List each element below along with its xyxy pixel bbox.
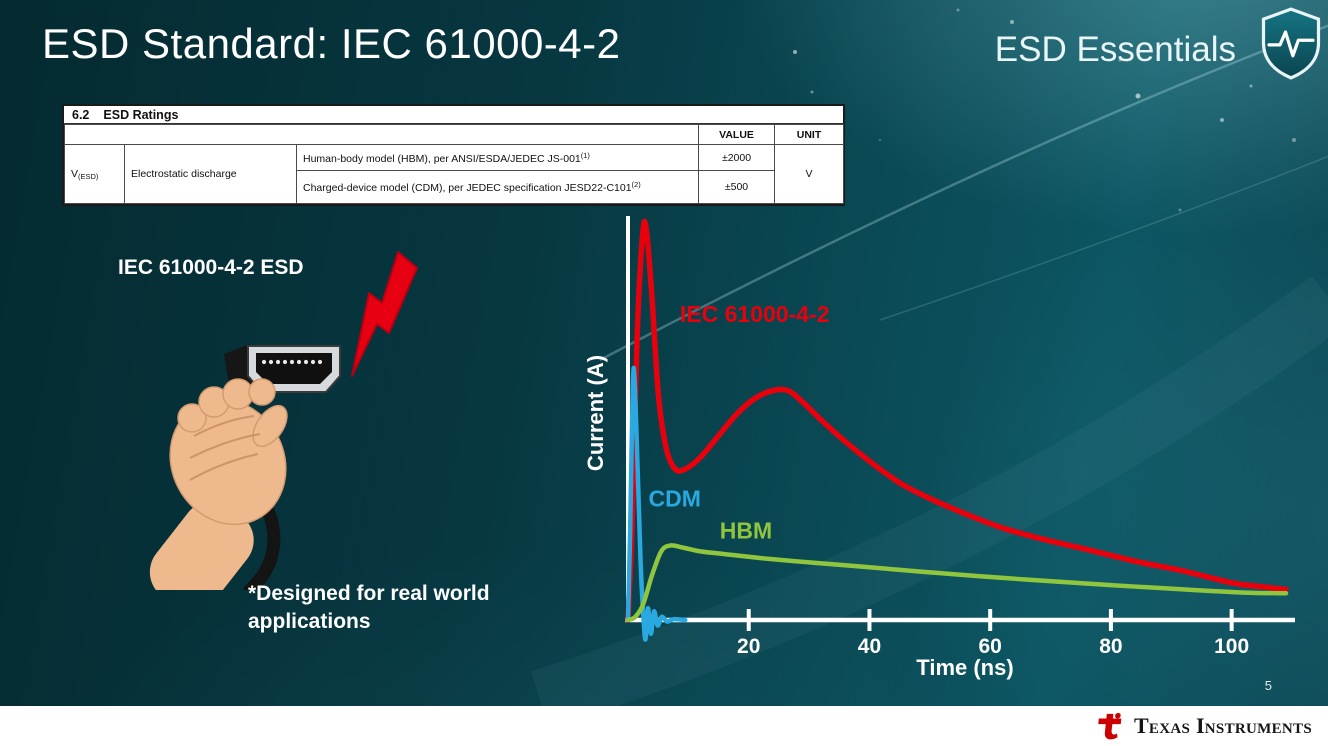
esd-ratings-table: VALUE UNIT V(ESD) Electrostatic discharg… <box>63 124 845 204</box>
x-tick-label: 100 <box>1214 635 1249 658</box>
chart-y-axis-label: Current (A) <box>583 354 608 472</box>
unit-cell: V <box>774 144 845 204</box>
cdm-desc: Charged-device model (CDM), per JEDEC sp… <box>303 182 632 194</box>
iec-esd-caption: IEC 61000-4-2 ESD <box>118 256 304 279</box>
designed-for-real-world-note: *Designed for real world applications <box>248 580 490 636</box>
hbm-desc: Human-body model (HBM), per ANSI/ESDA/JE… <box>303 152 581 165</box>
table-col-header-value: VALUE <box>698 124 776 145</box>
light-band <box>530 275 1328 729</box>
table-section-number: 6.2 <box>72 108 90 122</box>
arm <box>149 500 254 590</box>
cdm-desc-footnote: (2) <box>631 180 641 189</box>
hbm-desc-footnote: (1) <box>580 150 590 160</box>
series-label: CDM <box>649 485 701 511</box>
footer-bar: Texas Instruments <box>0 706 1328 746</box>
hand-connector-illustration <box>149 251 418 590</box>
series-curve-hbm <box>625 543 1289 623</box>
cdm-value-cell: ±500 <box>698 170 776 204</box>
chart-x-axis-label: Time (ns) <box>916 655 1014 680</box>
series-branding-label: ESD Essentials <box>994 30 1236 69</box>
x-tick-label: 40 <box>858 635 881 658</box>
ti-bug-icon <box>1098 712 1122 740</box>
hbm-value-cell: ±2000 <box>698 144 776 171</box>
param-symbol-cell: V(ESD) <box>64 144 125 204</box>
table-section-name: ESD Ratings <box>103 108 179 122</box>
param-symbol-sub: (ESD) <box>78 171 99 181</box>
hdmi-connector-slot <box>256 353 332 384</box>
light-streak <box>879 155 1328 321</box>
esd-ratings-table-card: 6.2 ESD Ratings VALUE UNIT V(ESD) Electr… <box>62 104 845 206</box>
cdm-desc-cell: Charged-device model (CDM), per JEDEC sp… <box>295 170 700 204</box>
shield-pulse-icon <box>1261 7 1321 80</box>
x-tick-label: 20 <box>737 635 760 658</box>
finger-creases <box>189 415 261 481</box>
table-section-title: 6.2 ESD Ratings <box>64 106 843 124</box>
note-line-2: applications <box>248 610 371 633</box>
table-row-cdm: Charged-device model (CDM), per JEDEC sp… <box>65 170 844 204</box>
x-tick-label: 80 <box>1099 635 1122 658</box>
ti-logo-text: Texas Instruments <box>1133 713 1312 738</box>
hdmi-pins <box>261 359 323 365</box>
note-line-1: *Designed for real world <box>248 582 490 605</box>
page-title: ESD Standard: IEC 61000-4-2 <box>42 20 621 67</box>
hbm-desc-cell: Human-body model (HBM), per ANSI/ESDA/JE… <box>295 144 700 171</box>
param-symbol: V <box>71 167 79 180</box>
lightning-bolt-icon <box>351 251 418 377</box>
table-col-header-unit: UNIT <box>774 124 845 145</box>
series-curve-cdm <box>625 365 688 642</box>
table-header-row: VALUE UNIT <box>63 124 845 145</box>
series-curve-iec-61000-4-2 <box>625 218 1289 623</box>
series-label: IEC 61000-4-2 <box>680 301 830 327</box>
ti-logo: Texas Instruments <box>1092 711 1312 741</box>
page-number: 5 <box>1264 678 1272 693</box>
param-name-cell: Electrostatic discharge <box>124 144 297 204</box>
series-label: HBM <box>720 517 772 543</box>
table-row-hbm: V(ESD) Electrostatic discharge Human-bod… <box>64 144 845 204</box>
table-header-blank <box>63 124 700 145</box>
knuckles <box>177 378 288 448</box>
